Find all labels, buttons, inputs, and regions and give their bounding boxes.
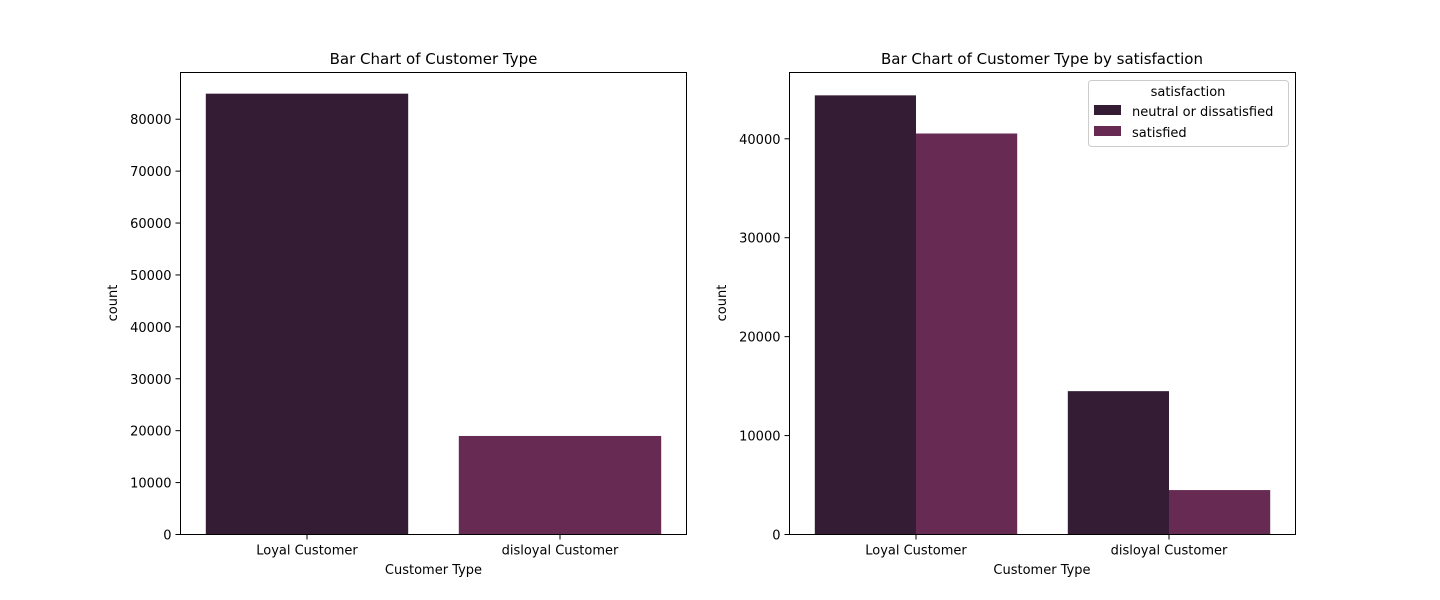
customer-type-chart: Bar Chart of Customer Type Loyal Custome… <box>106 50 687 578</box>
y-tick-label: 60000 <box>130 217 171 232</box>
customer-type-by-satisfaction-chart: Bar Chart of Customer Type by satisfacti… <box>715 50 1296 578</box>
bar <box>916 133 1018 535</box>
legend-title: satisfaction <box>1151 85 1226 100</box>
bar <box>205 93 409 535</box>
x-axis-label: Customer Type <box>993 563 1090 578</box>
x-tick-label: disloyal Customer <box>502 544 619 559</box>
y-tick-label: 30000 <box>739 232 780 247</box>
y-tick-label: 20000 <box>130 425 171 440</box>
x-tick-label: disloyal Customer <box>1111 544 1228 559</box>
y-tick-label: 0 <box>772 529 780 544</box>
y-tick-label: 10000 <box>130 477 171 492</box>
bar <box>458 435 662 535</box>
y-tick-label: 70000 <box>130 165 171 180</box>
y-tick-label: 20000 <box>739 331 780 346</box>
y-tick-label: 50000 <box>130 269 171 284</box>
y-axis-label: count <box>106 285 121 322</box>
legend-frame <box>1088 80 1289 147</box>
y-tick-label: 0 <box>163 529 171 544</box>
legend-swatch <box>1094 126 1121 136</box>
bar <box>1169 490 1271 535</box>
y-tick-label: 30000 <box>130 373 171 388</box>
legend-swatch <box>1094 105 1121 115</box>
y-tick-label: 40000 <box>739 133 780 148</box>
y-axis-label: count <box>715 285 730 322</box>
chart-title: Bar Chart of Customer Type <box>330 50 538 68</box>
bar <box>1067 391 1169 535</box>
legend-entry-label: satisfied <box>1132 126 1187 141</box>
chart-title: Bar Chart of Customer Type by satisfacti… <box>881 50 1203 68</box>
x-axis-label: Customer Type <box>385 563 482 578</box>
y-tick-label: 40000 <box>130 321 171 336</box>
y-tick-label: 80000 <box>130 113 171 128</box>
legend-entry-label: neutral or dissatisfied <box>1132 105 1273 120</box>
plot-frame <box>180 72 687 535</box>
bar <box>814 95 916 535</box>
plot-frame <box>789 72 1296 535</box>
x-tick-label: Loyal Customer <box>865 544 967 559</box>
legend: satisfaction neutral or dissatisfied sat… <box>1088 80 1289 147</box>
y-tick-label: 10000 <box>739 430 780 445</box>
x-tick-label: Loyal Customer <box>256 544 358 559</box>
